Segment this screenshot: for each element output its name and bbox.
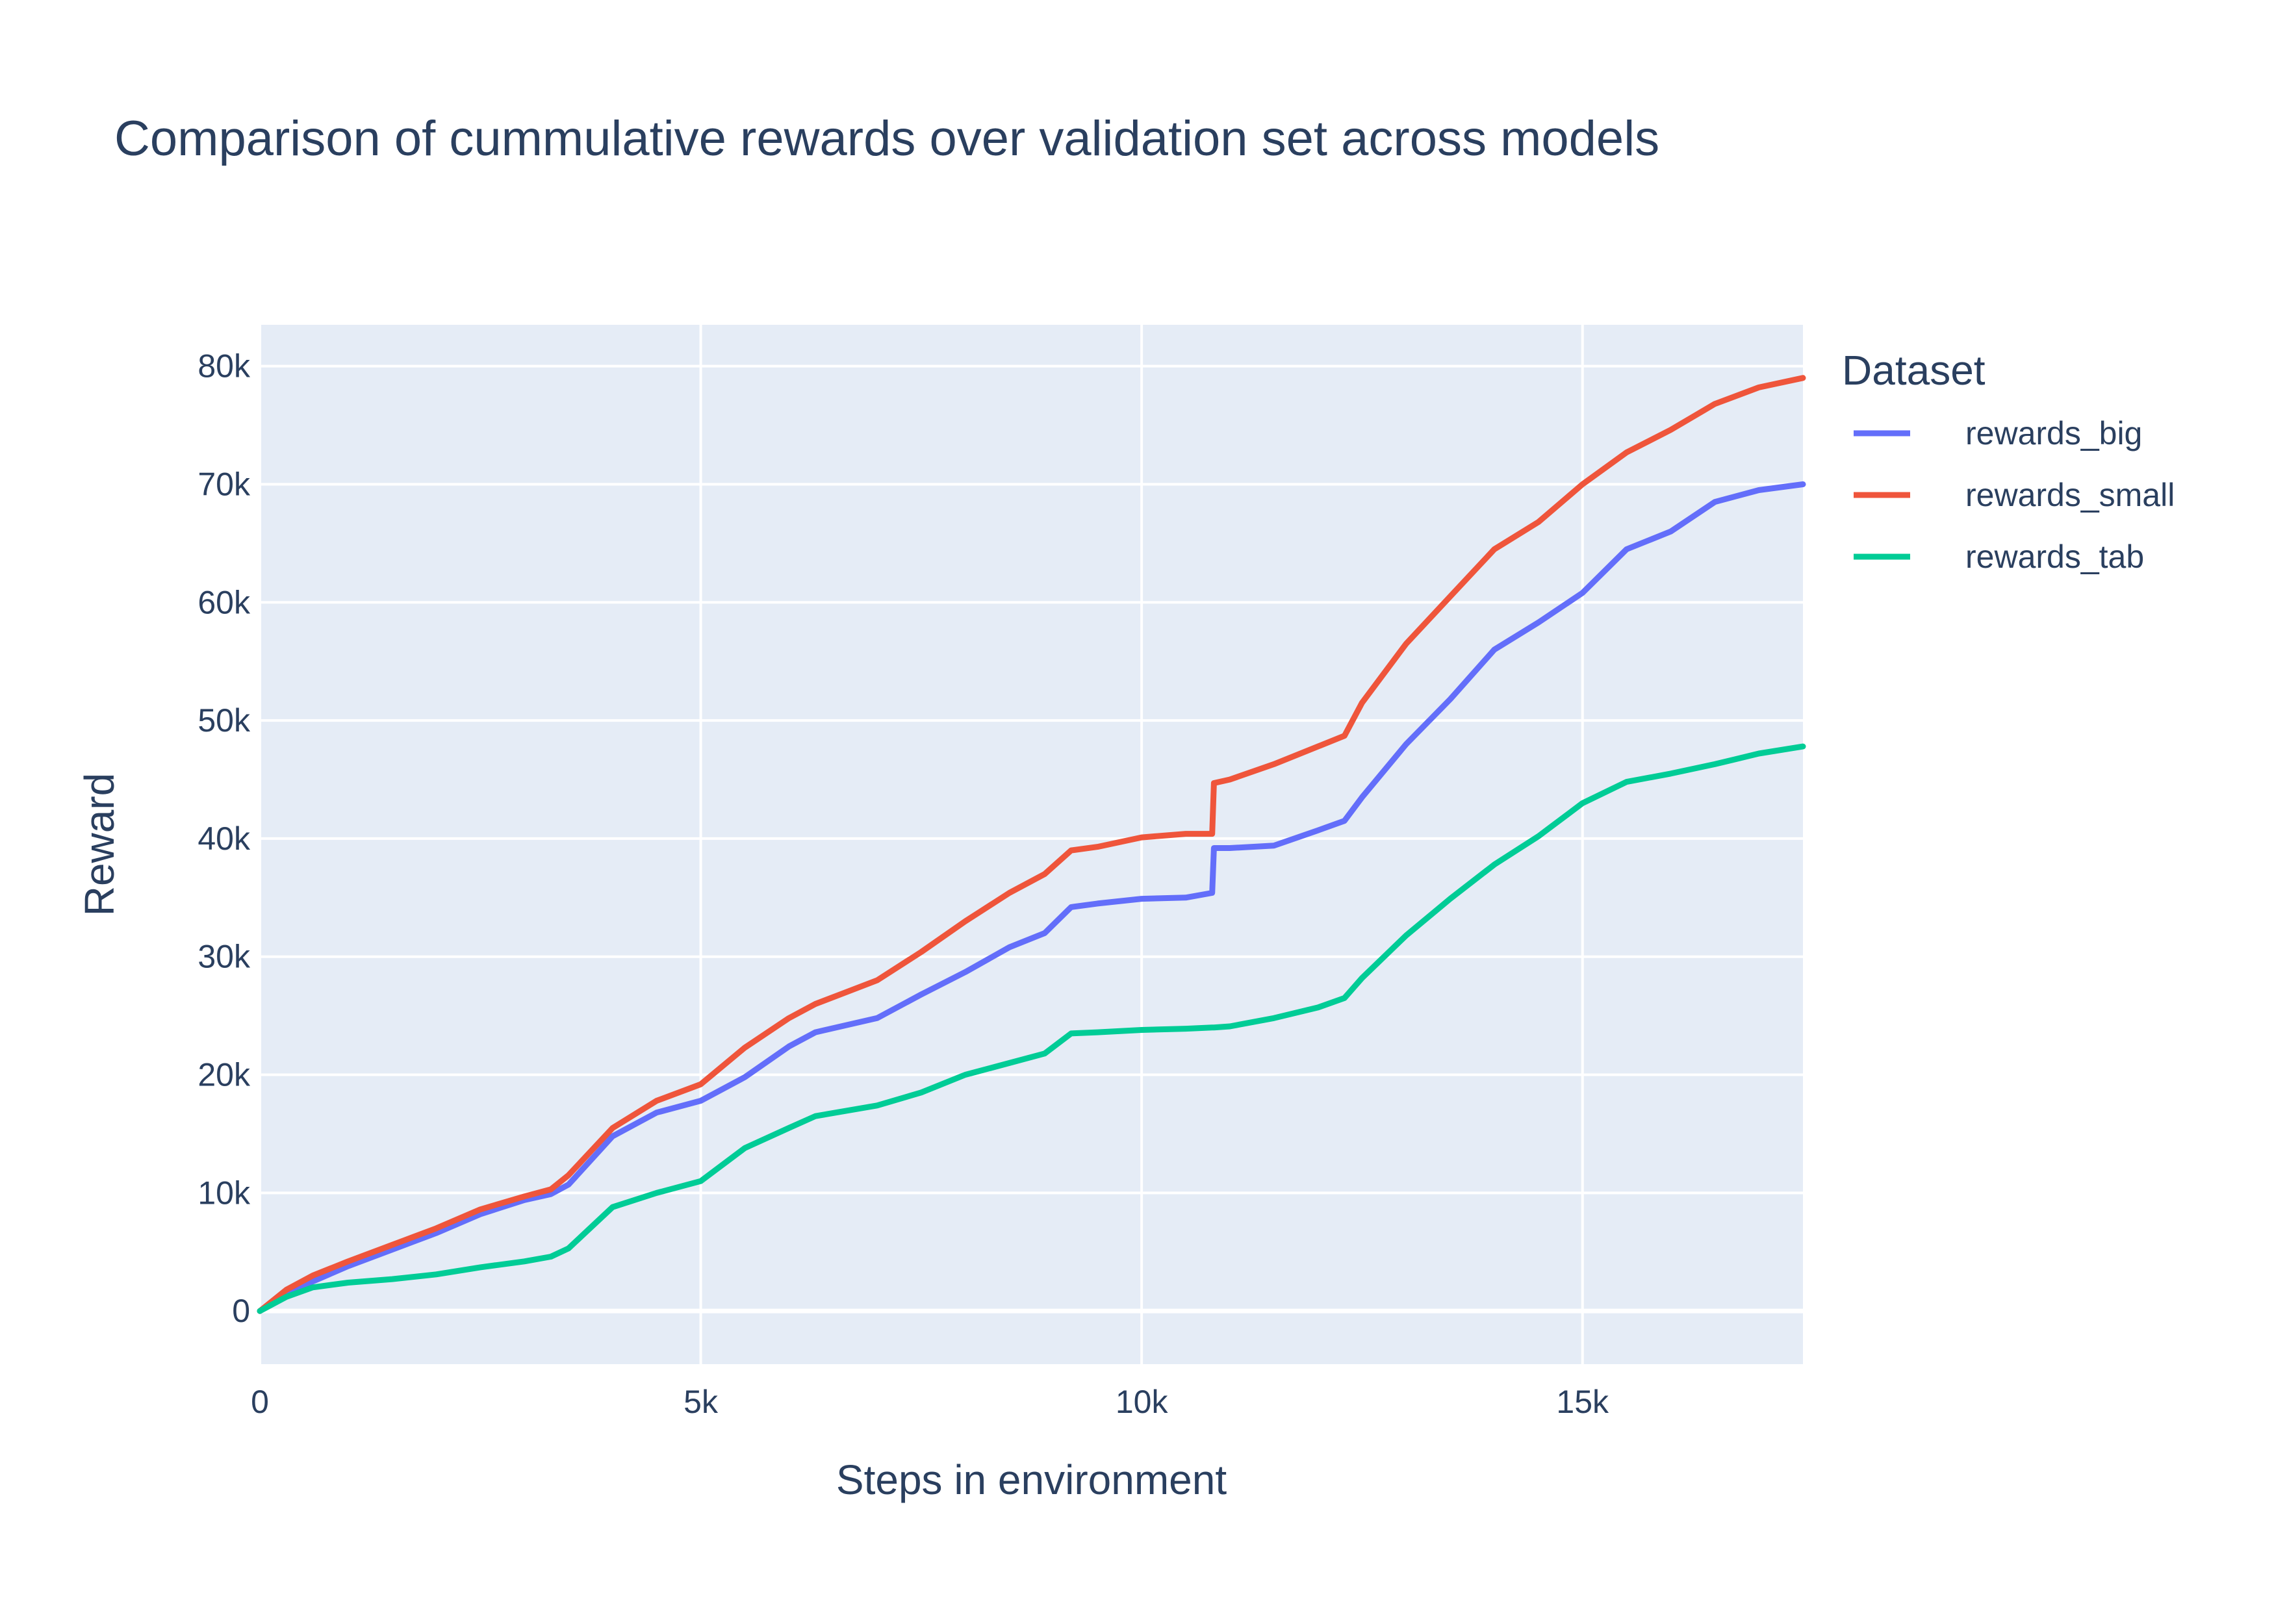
chart-title: Comparison of cummulative rewards over v… [114,111,1660,166]
legend-title: Dataset [1842,347,1986,394]
y-tick-label: 30k [198,939,251,975]
legend-item-rewards-tab[interactable]: rewards_tab [1854,539,2144,575]
series-line-rewards-tab[interactable] [257,743,1806,1314]
y-tick-label: 80k [198,348,251,385]
y-tick-label: 0 [232,1293,250,1329]
series-line-rewards-big[interactable] [257,481,1806,1314]
x-tick-label: 10k [1116,1384,1169,1420]
x-axis-title: Steps in environment [836,1456,1227,1503]
y-tick-label: 60k [198,584,251,620]
legend-label: rewards_tab [1965,539,2144,575]
plot-area [260,325,1803,1364]
y-tick-label: 40k [198,820,251,857]
x-axis-ticks: 0 5k 10k 15k [251,1384,1609,1420]
y-tick-label: 50k [198,702,251,739]
x-tick-label: 0 [251,1384,269,1420]
legend-items[interactable]: rewards_big rewards_small rewards_tab [1854,415,2175,575]
legend[interactable]: Dataset rewards_bigrewards_smallrewards_… [1842,347,2175,575]
series-line-rewards-small[interactable] [257,375,1806,1314]
legend-label: rewards_small [1965,477,2175,513]
y-tick-label: 20k [198,1057,251,1093]
grid-lines [259,325,1803,1364]
y-axis-ticks: 0 10k 20k 30k 40k 50k 60k 70k 80k [198,348,251,1330]
y-tick-label: 70k [198,466,251,502]
y-axis-title: Reward [76,773,123,917]
legend-item-rewards-small[interactable]: rewards_small [1854,477,2175,513]
x-tick-label: 15k [1556,1384,1609,1420]
series-lines [257,375,1806,1314]
y-tick-label: 10k [198,1174,251,1211]
legend-item-rewards-big[interactable]: rewards_big [1854,415,2142,451]
legend-label: rewards_big [1965,415,2142,451]
x-tick-label: 5k [683,1384,719,1420]
